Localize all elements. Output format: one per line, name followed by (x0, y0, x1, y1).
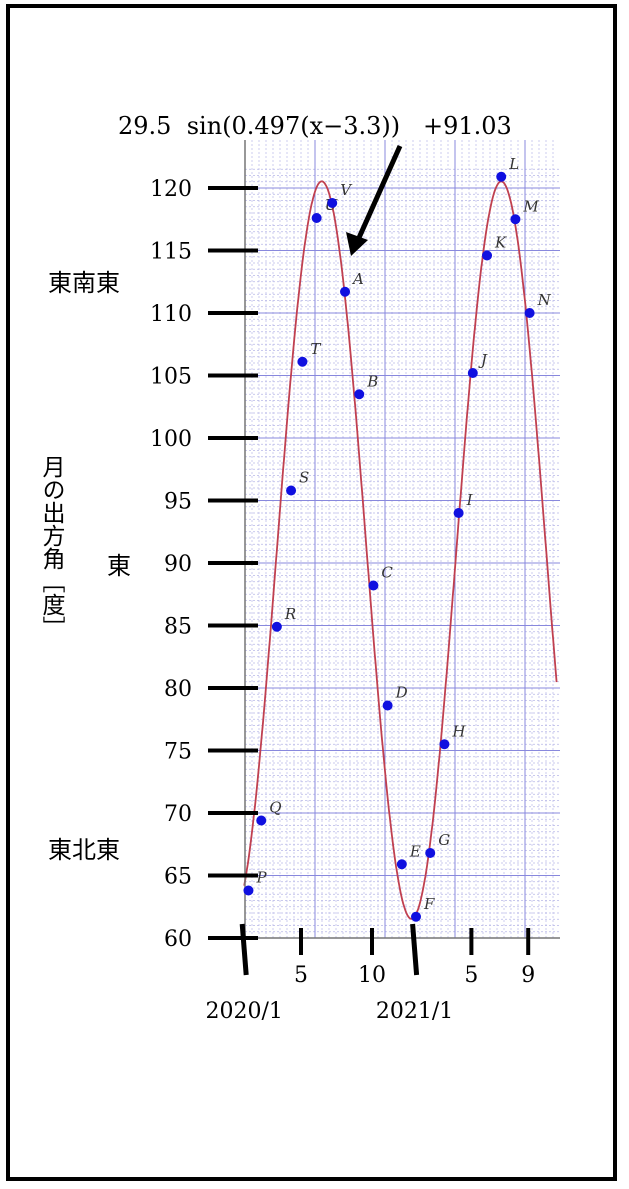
x-tick-label: 5 (464, 963, 478, 988)
data-point-label: D (395, 684, 408, 702)
formula-arrowhead (346, 232, 368, 256)
data-point-label: T (310, 340, 321, 358)
y-tick-label: 65 (164, 865, 192, 890)
fit-curve (243, 180, 558, 920)
data-point (467, 368, 478, 378)
data-point-label: G (438, 831, 450, 849)
y-tick-label: 100 (150, 427, 192, 452)
data-point-label: C (381, 564, 393, 582)
data-point (271, 621, 282, 632)
data-point (453, 508, 464, 518)
y-tick-label: 85 (164, 615, 192, 640)
data-point (439, 739, 450, 750)
data-point-label: Q (269, 799, 281, 817)
data-point (243, 885, 254, 896)
x-tick-label: 9 (521, 963, 535, 988)
y-tick-label: 90 (164, 552, 192, 577)
data-point (411, 911, 422, 922)
data-point-label: B (366, 372, 378, 390)
data-point (354, 389, 365, 400)
data-point-label: J (478, 351, 488, 369)
data-point-label: N (537, 291, 552, 309)
y-axis-label: 月の出方角［度］ (38, 455, 64, 639)
y-tick-label: 110 (150, 302, 192, 327)
minor-grid (245, 140, 560, 939)
data-point-label: P (255, 869, 267, 887)
direction-label-ene: 東北東 (48, 836, 120, 864)
points-layer: PQRSTUVABCDEFGHIJKLMN (243, 155, 552, 922)
data-point (482, 250, 493, 261)
data-point-label: L (508, 155, 519, 173)
y-tick-label: 70 (164, 802, 192, 827)
data-point (327, 198, 338, 208)
data-point-label: E (409, 842, 421, 860)
data-point (311, 213, 322, 223)
figure-frame (6, 4, 617, 1181)
year-label: 2020/1 (205, 999, 282, 1024)
data-point-label: V (340, 181, 353, 199)
fit-formula: 29.5 sin(0.497(x−3.3)) +91.03 (118, 112, 512, 140)
direction-label-ese: 東南東 (48, 269, 120, 297)
data-point (297, 356, 308, 367)
major-grid (245, 140, 560, 939)
year-label: 2021/1 (376, 999, 453, 1024)
y-tick-label: 105 (150, 365, 192, 390)
year-tick-mark (239, 923, 249, 976)
direction-label-e: 東 (107, 552, 131, 580)
data-point-label: R (284, 605, 296, 623)
data-point (286, 485, 297, 496)
data-point (524, 308, 535, 318)
y-tick-label: 60 (164, 927, 192, 952)
x-tick-label: 10 (358, 963, 386, 988)
y-tick-label: 95 (164, 490, 192, 515)
y-tick-label: 115 (150, 240, 192, 265)
data-point (396, 859, 407, 870)
fit-curve-layer (243, 180, 558, 920)
data-point (340, 286, 351, 297)
formula-arrow (355, 144, 403, 242)
x-tick-label: 5 (294, 963, 308, 988)
data-point-label: F (423, 895, 435, 913)
data-point-label: K (494, 234, 507, 252)
data-point-label: I (466, 491, 474, 509)
data-point (382, 700, 393, 711)
data-point-label: A (351, 270, 364, 288)
y-tick-label: 75 (164, 740, 192, 765)
data-point-label: H (451, 722, 466, 740)
y-tick-label: 120 (150, 177, 192, 202)
data-point (256, 815, 267, 826)
year-tick-mark (410, 923, 420, 976)
data-point (510, 214, 521, 225)
y-tick-label: 80 (164, 677, 192, 702)
arrow-layer (346, 144, 403, 256)
data-point (496, 171, 507, 182)
data-point-label: S (299, 469, 309, 487)
data-point-label: M (522, 197, 539, 215)
data-point (425, 848, 436, 858)
data-point (368, 580, 379, 591)
